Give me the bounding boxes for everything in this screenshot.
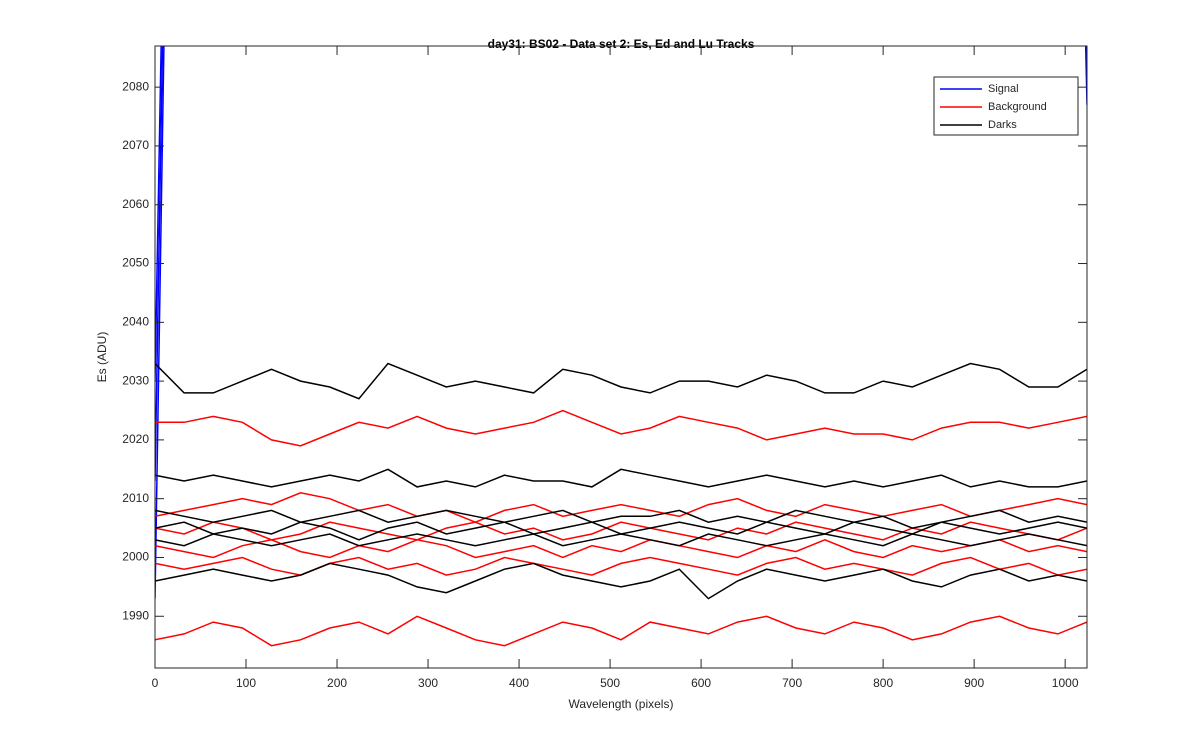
- series-line: [155, 362, 1087, 400]
- y-tick-label: 2010: [122, 491, 149, 505]
- series-line: [155, 521, 1087, 541]
- y-tick-label: 2080: [122, 79, 149, 93]
- series-line: [155, 538, 1087, 559]
- x-tick-label: 300: [418, 676, 438, 690]
- y-tick-label: 2060: [122, 197, 149, 211]
- series-line: [155, 492, 1087, 524]
- y-tick-label: 2070: [122, 138, 149, 152]
- x-tick-label: 0: [152, 676, 159, 690]
- x-axis-label: Wavelength (pixels): [569, 697, 674, 711]
- y-tick-label: 2040: [122, 314, 149, 328]
- x-tick-label: 400: [509, 676, 529, 690]
- series-line: [155, 46, 1087, 382]
- series-line: [155, 533, 1087, 547]
- legend-label: Signal: [988, 83, 1019, 95]
- x-tick-label: 700: [782, 676, 802, 690]
- y-axis-label: Es (ADU): [95, 332, 109, 383]
- plot-lines: [155, 46, 1087, 647]
- series-line: [155, 556, 1087, 576]
- series-line: [155, 509, 1087, 529]
- ticks: 0 100 200 300 400 500 600 700 800 900 1000 1990 2000…: [122, 46, 1087, 690]
- x-tick-label: 900: [964, 676, 984, 690]
- legend-label: Background: [988, 101, 1047, 113]
- legend-label: Darks: [988, 119, 1017, 131]
- x-tick-label: 500: [600, 676, 620, 690]
- chart-title: day31: BS02 - Data set 2: Es, Ed and Lu …: [488, 37, 755, 51]
- x-tick-label: 600: [691, 676, 711, 690]
- y-tick-label: 2050: [122, 256, 149, 270]
- y-tick-label: 1990: [122, 608, 149, 622]
- y-tick-label: 2000: [122, 550, 149, 564]
- x-tick-label: 100: [236, 676, 256, 690]
- x-tick-label: 1000: [1052, 676, 1079, 690]
- series-line: [155, 409, 1087, 447]
- series-line: [155, 46, 164, 482]
- y-tick-label: 2020: [122, 432, 149, 446]
- legend: Signal Background Darks: [933, 76, 1079, 136]
- series-line: [155, 615, 1087, 647]
- series-line: [155, 562, 1087, 600]
- y-tick-label: 2030: [122, 373, 149, 387]
- series-line: [155, 468, 1087, 488]
- x-tick-label: 800: [873, 676, 893, 690]
- x-tick-label: 200: [327, 676, 347, 690]
- axes-box: [154, 45, 1088, 669]
